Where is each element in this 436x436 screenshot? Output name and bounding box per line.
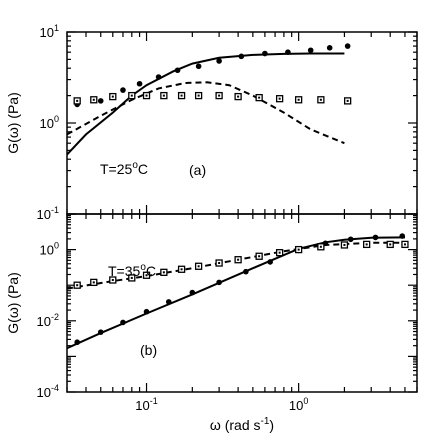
loss-modulus-point-core	[218, 262, 221, 265]
loss-modulus-point-core	[145, 94, 148, 97]
storage-modulus-point	[262, 50, 268, 57]
storage-modulus-point	[97, 329, 104, 335]
y-tick-label: 10-4	[37, 383, 59, 400]
loss-modulus-point-core	[237, 258, 240, 261]
loss-modulus-curve	[67, 81, 345, 145]
y-tick-label: 100	[40, 114, 59, 131]
storage-modulus-point	[189, 289, 196, 296]
loss-modulus-point-core	[76, 99, 79, 102]
loss-modulus-point-core	[162, 94, 165, 97]
storage-modulus-point	[372, 234, 379, 241]
loss-modulus-point-core	[92, 281, 95, 284]
loss-modulus-point-core	[180, 94, 183, 97]
storage-modulus-point	[174, 67, 181, 74]
loss-modulus-point-core	[218, 94, 221, 97]
plot-frame	[66, 31, 418, 215]
storage-modulus-point	[216, 58, 222, 64]
storage-modulus-point	[326, 45, 333, 51]
storage-modulus-point	[165, 299, 172, 305]
loss-modulus-point-core	[403, 243, 406, 246]
storage-modulus-point	[120, 319, 126, 326]
y-axis-label: G(ω) (Pa)	[5, 272, 21, 333]
loss-modulus-point-core	[145, 274, 148, 277]
loss-modulus-point-core	[111, 278, 114, 281]
loss-modulus-point-core	[365, 243, 368, 246]
loss-modulus-point-core	[197, 265, 200, 268]
x-axis-label: ω (rad s-1)	[210, 416, 274, 433]
loss-modulus-point-core	[76, 284, 79, 287]
data-layer	[67, 43, 352, 156]
panel-a: 10-1 100 101 G(ω) (Pa) T=25oC (a)	[5, 23, 418, 222]
storage-modulus-point	[136, 80, 143, 87]
y-tick-label: 10-2	[37, 312, 59, 329]
x-tick-label: 10-1	[135, 396, 157, 413]
temperature-label: T=25oC	[100, 160, 148, 177]
storage-modulus-point	[143, 308, 150, 315]
loss-modulus-point-core	[278, 251, 281, 254]
y-tick-label: 100	[40, 241, 59, 258]
loss-modulus-point-core	[297, 98, 300, 101]
y-tick-label: 101	[40, 23, 59, 40]
storage-modulus-point	[285, 49, 291, 55]
storage-modulus-point	[155, 74, 162, 80]
x-tick-label: 100	[289, 396, 308, 413]
y-tick-label: 10-1	[37, 205, 59, 222]
y-axis-label: G(ω) (Pa)	[5, 92, 21, 153]
loss-modulus-point-core	[130, 94, 133, 97]
storage-modulus-curve	[67, 52, 345, 156]
storage-modulus-point	[120, 87, 126, 93]
panel-label: (b)	[140, 342, 157, 358]
loss-modulus-point-core	[162, 271, 165, 274]
loss-modulus-point-core	[237, 95, 240, 98]
storage-modulus-point	[347, 236, 354, 243]
storage-modulus-point	[195, 63, 202, 70]
panel-b: 10-4 10-2 100 10-1 100 G(ω) (Pa) ω (rad s-1) T=…	[5, 213, 418, 433]
loss-modulus-point-core	[343, 243, 346, 246]
loss-modulus-point-core	[258, 96, 261, 99]
plot-frame	[66, 213, 418, 393]
storage-modulus-point	[267, 259, 273, 265]
loss-modulus-point-core	[297, 248, 300, 251]
data-layer	[67, 233, 409, 350]
storage-modulus-point	[238, 53, 245, 60]
storage-modulus-point	[399, 233, 406, 239]
temperature-label: T=35oC	[108, 262, 156, 279]
loss-modulus-point-core	[197, 94, 200, 97]
loss-modulus-point-core	[92, 98, 95, 101]
storage-modulus-point	[97, 98, 104, 104]
storage-modulus-curve	[67, 236, 406, 350]
loss-modulus-point-core	[130, 276, 133, 279]
storage-modulus-point	[307, 47, 314, 54]
loss-modulus-point-core	[111, 95, 114, 98]
panel-label: (a)	[189, 162, 206, 178]
loss-modulus-point-core	[346, 99, 349, 102]
loss-modulus-point-core	[278, 97, 281, 100]
storage-modulus-point	[344, 43, 351, 49]
loss-modulus-point-core	[319, 98, 322, 101]
loss-modulus-point-core	[319, 245, 322, 248]
loss-modulus-point-core	[258, 255, 261, 258]
loss-modulus-point-core	[180, 268, 183, 271]
storage-modulus-point	[74, 339, 80, 346]
storage-modulus-point	[243, 268, 249, 275]
loss-modulus-point-core	[389, 243, 392, 246]
storage-modulus-point	[216, 279, 222, 286]
